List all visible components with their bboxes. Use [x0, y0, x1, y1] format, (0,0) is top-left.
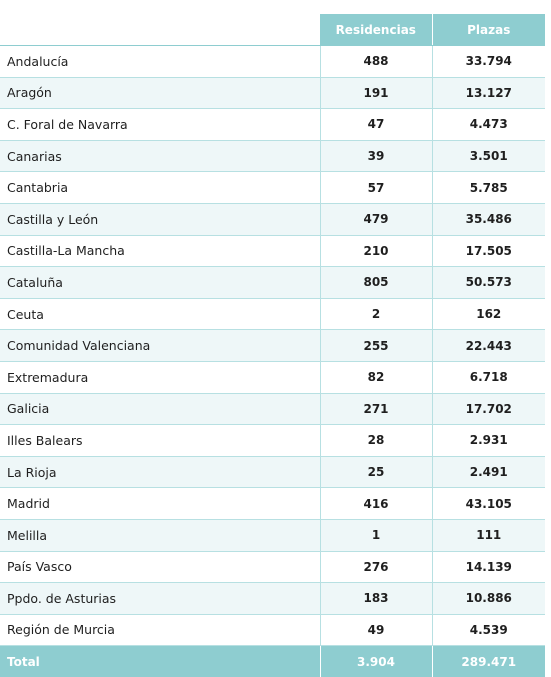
plazas-cell: 111	[432, 519, 545, 552]
region-cell: Región de Murcia	[0, 614, 320, 647]
plazas-cell: 2.491	[432, 456, 545, 489]
region-cell: Andalucía	[0, 45, 320, 78]
plazas-cell: 4.539	[432, 614, 545, 647]
residencias-cell: 416	[319, 487, 433, 520]
table-row: Comunidad Valenciana 255 22.443	[0, 329, 545, 362]
region-cell: La Rioja	[0, 456, 320, 489]
region-cell: Cataluña	[0, 266, 320, 299]
region-cell: Ppdo. de Asturias	[0, 582, 320, 615]
header-region	[0, 14, 320, 46]
residencias-cell: 47	[319, 108, 433, 141]
region-cell: Galicia	[0, 393, 320, 426]
residencias-cell: 28	[319, 424, 433, 457]
plazas-cell: 35.486	[432, 203, 545, 236]
table-row: Andalucía 488 33.794	[0, 45, 545, 78]
residencias-cell: 255	[319, 329, 433, 362]
plazas-cell: 33.794	[432, 45, 545, 78]
table-row: Ceuta 2 162	[0, 298, 545, 331]
region-cell: Castilla y León	[0, 203, 320, 236]
plazas-cell: 17.702	[432, 393, 545, 426]
residencias-cell: 1	[319, 519, 433, 552]
plazas-cell: 10.886	[432, 582, 545, 615]
residencias-cell: 271	[319, 393, 433, 426]
residences-table: Residencias Plazas Andalucía 488 33.794 Ara…	[0, 14, 545, 677]
residencias-cell: 479	[319, 203, 433, 236]
table-row: La Rioja 25 2.491	[0, 456, 545, 489]
region-cell: Aragón	[0, 77, 320, 110]
region-cell: Madrid	[0, 487, 320, 520]
table-row: Castilla y León 479 35.486	[0, 203, 545, 236]
plazas-cell: 43.105	[432, 487, 545, 520]
table-row: País Vasco 276 14.139	[0, 551, 545, 584]
plazas-cell: 3.501	[432, 140, 545, 173]
residencias-cell: 183	[319, 582, 433, 615]
region-cell: Extremadura	[0, 361, 320, 394]
total-row: Total 3.904 289.471	[0, 645, 545, 677]
plazas-cell: 14.139	[432, 551, 545, 584]
region-cell: Comunidad Valenciana	[0, 329, 320, 362]
table-row: Cataluña 805 50.573	[0, 266, 545, 299]
region-cell: Canarias	[0, 140, 320, 173]
header-residencias: Residencias	[320, 14, 433, 46]
residencias-cell: 49	[319, 614, 433, 647]
table-row: Extremadura 82 6.718	[0, 361, 545, 394]
table-header-row: Residencias Plazas	[0, 14, 545, 46]
residencias-cell: 276	[319, 551, 433, 584]
plazas-cell: 6.718	[432, 361, 545, 394]
residencias-cell: 805	[319, 266, 433, 299]
total-label: Total	[0, 645, 320, 677]
table-row: Canarias 39 3.501	[0, 140, 545, 173]
table-row: Castilla-La Mancha 210 17.505	[0, 235, 545, 268]
plazas-cell: 162	[432, 298, 545, 331]
residencias-cell: 57	[319, 171, 433, 204]
table-row: Ppdo. de Asturias 183 10.886	[0, 582, 545, 615]
table-row: Galicia 271 17.702	[0, 393, 545, 426]
total-residencias: 3.904	[319, 645, 433, 677]
region-cell: Castilla-La Mancha	[0, 235, 320, 268]
table-row: Aragón 191 13.127	[0, 77, 545, 110]
table-row: Madrid 416 43.105	[0, 487, 545, 520]
table-row: C. Foral de Navarra 47 4.473	[0, 108, 545, 141]
table-body: Andalucía 488 33.794 Aragón 191 13.127 C. Fora…	[0, 45, 545, 647]
header-plazas: Plazas	[432, 14, 545, 46]
plazas-cell: 5.785	[432, 171, 545, 204]
plazas-cell: 17.505	[432, 235, 545, 268]
plazas-cell: 13.127	[432, 77, 545, 110]
table-row: Melilla 1 111	[0, 519, 545, 552]
table-row: Región de Murcia 49 4.539	[0, 614, 545, 647]
residencias-cell: 82	[319, 361, 433, 394]
residencias-cell: 210	[319, 235, 433, 268]
table-row: Illes Balears 28 2.931	[0, 424, 545, 457]
residencias-cell: 25	[319, 456, 433, 489]
total-plazas: 289.471	[432, 645, 545, 677]
region-cell: Illes Balears	[0, 424, 320, 457]
residencias-cell: 2	[319, 298, 433, 331]
plazas-cell: 4.473	[432, 108, 545, 141]
residencias-cell: 191	[319, 77, 433, 110]
plazas-cell: 2.931	[432, 424, 545, 457]
residencias-cell: 39	[319, 140, 433, 173]
region-cell: País Vasco	[0, 551, 320, 584]
region-cell: C. Foral de Navarra	[0, 108, 320, 141]
region-cell: Ceuta	[0, 298, 320, 331]
region-cell: Melilla	[0, 519, 320, 552]
region-cell: Cantabria	[0, 171, 320, 204]
residencias-cell: 488	[319, 45, 433, 78]
plazas-cell: 22.443	[432, 329, 545, 362]
table-row: Cantabria 57 5.785	[0, 171, 545, 204]
plazas-cell: 50.573	[432, 266, 545, 299]
